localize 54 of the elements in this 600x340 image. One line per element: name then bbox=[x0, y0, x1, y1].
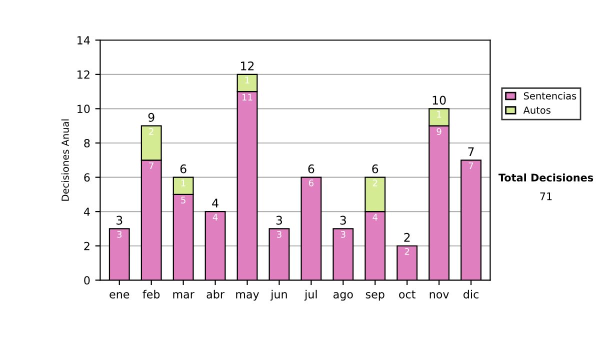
y-tick-label: 8 bbox=[84, 138, 90, 148]
data-label: 3 bbox=[117, 230, 122, 238]
total-label: 6 bbox=[180, 164, 186, 174]
total-label: 12 bbox=[241, 61, 254, 70]
data-label: 9 bbox=[436, 128, 442, 135]
legend-label: Sentencias bbox=[524, 92, 576, 100]
total-label: 6 bbox=[372, 164, 378, 174]
data-label: 2 bbox=[404, 248, 410, 255]
y-tick-label: 2 bbox=[84, 242, 90, 250]
x-tick-label: may bbox=[236, 292, 260, 301]
total-label: 6 bbox=[308, 164, 314, 174]
x-tick-label: ago bbox=[333, 292, 353, 301]
y-tick-label: 10 bbox=[78, 104, 90, 114]
x-tick-label: dic bbox=[464, 290, 478, 298]
data-label: 2 bbox=[372, 180, 378, 186]
x-tick-label: jul bbox=[304, 290, 317, 301]
data-label: 1 bbox=[245, 76, 250, 84]
y-tick-label: 12 bbox=[78, 70, 90, 79]
x-tick-label: nov bbox=[430, 292, 449, 298]
y-tick-label: 4 bbox=[84, 208, 90, 216]
data-label: 4 bbox=[372, 214, 378, 220]
y-tick-label: 6 bbox=[84, 173, 90, 182]
y-tick-label: 0 bbox=[84, 276, 90, 285]
x-tick-label: sep bbox=[366, 292, 384, 301]
data-label: 2 bbox=[149, 128, 154, 135]
y-axis-title: Decisiones Anual bbox=[61, 119, 69, 201]
data-label: 4 bbox=[212, 214, 218, 220]
total-label: 3 bbox=[116, 216, 122, 225]
total-label: 9 bbox=[148, 112, 154, 122]
total-label: 3 bbox=[340, 216, 346, 225]
total-label: 7 bbox=[468, 147, 474, 156]
data-label: 1 bbox=[181, 180, 186, 186]
data-label: 7 bbox=[149, 162, 154, 170]
x-tick-label: feb bbox=[142, 290, 160, 298]
data-label: 1 bbox=[437, 111, 442, 118]
data-label: 3 bbox=[340, 230, 346, 238]
total-label: 4 bbox=[212, 198, 218, 208]
x-tick-label: mar bbox=[173, 292, 194, 298]
x-tick-label: jun bbox=[270, 290, 287, 301]
x-tick-label: oct bbox=[399, 290, 416, 298]
legend-label: Autos bbox=[523, 106, 550, 114]
data-label: 11 bbox=[242, 94, 252, 100]
text: Total Decisiones bbox=[498, 173, 594, 182]
data-label: 5 bbox=[181, 196, 186, 204]
x-tick-label: abr bbox=[206, 290, 224, 298]
x-tick-label: ene bbox=[110, 292, 130, 298]
data-label: 3 bbox=[277, 230, 282, 238]
text: 71 bbox=[540, 192, 552, 200]
y-tick-label: 14 bbox=[78, 36, 90, 44]
data-label: 6 bbox=[308, 180, 314, 186]
total-label: 3 bbox=[276, 216, 282, 225]
total-label: 2 bbox=[404, 232, 410, 242]
total-label: 10 bbox=[432, 96, 446, 105]
data-label: 7 bbox=[468, 162, 474, 170]
